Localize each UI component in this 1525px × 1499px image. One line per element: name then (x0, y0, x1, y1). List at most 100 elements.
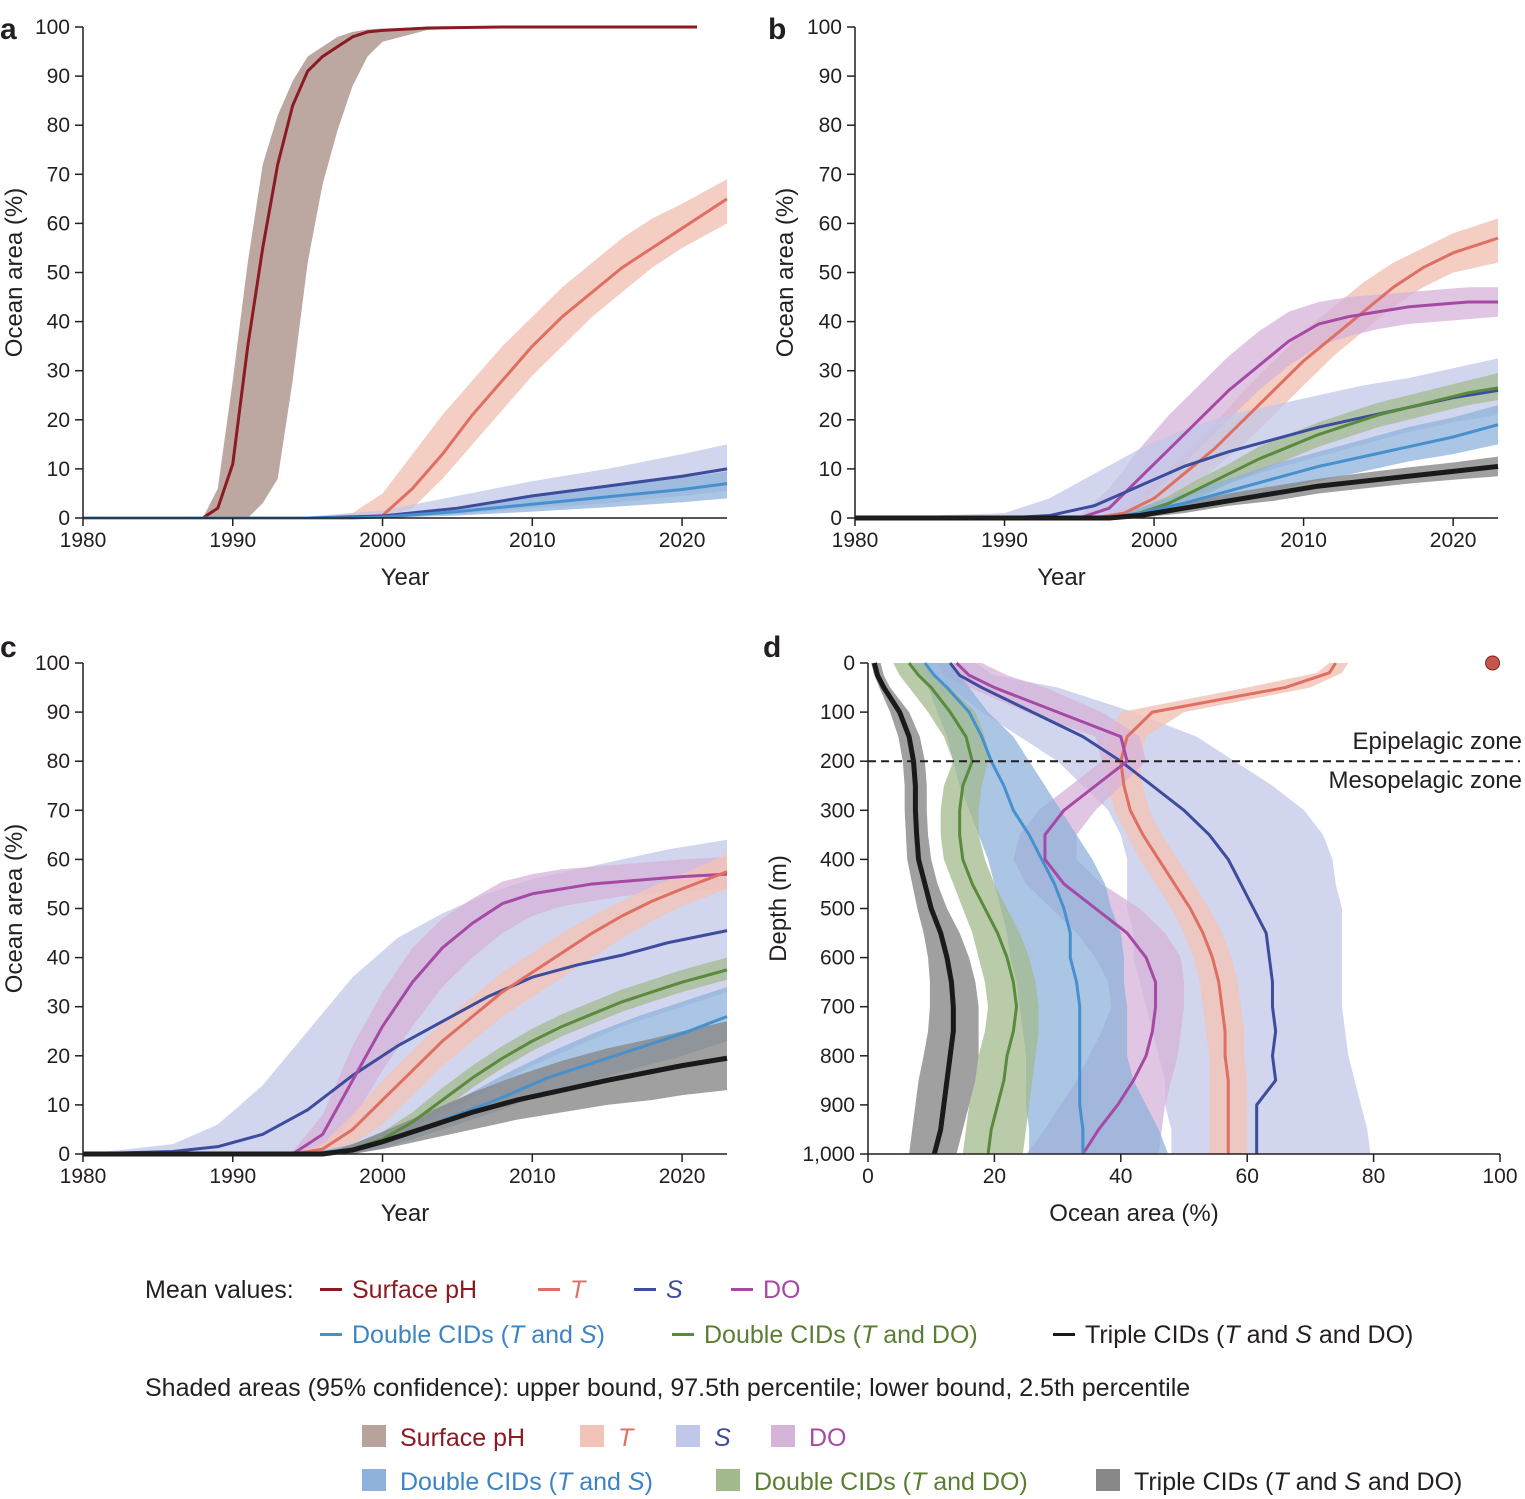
y-tick-label: 0 (843, 652, 855, 675)
band-DO (83, 856, 727, 1154)
mean-line-ph (83, 25, 698, 520)
legend-mean-item-S: S (634, 1276, 683, 1305)
legend-label-part: Triple CIDs ( (1134, 1468, 1274, 1496)
mean-line-TSDO (83, 1055, 728, 1157)
legend-mean-item-TS: Double CIDs (T and S) (320, 1321, 605, 1350)
mesopelagic-zone-label: Mesopelagic zone (1329, 767, 1522, 794)
legend-label-part: S (714, 1424, 731, 1452)
mean-line-T (83, 870, 728, 1156)
band-S (855, 358, 1498, 518)
legend-shade-item-DO: DO (771, 1424, 847, 1453)
legend-label-part: Triple CIDs ( (1085, 1321, 1225, 1349)
legend-shade-title: Shaded areas (95% confidence): upper bou… (145, 1374, 1191, 1402)
legend-band-swatch (362, 1425, 386, 1448)
y-axis-label: Depth (m) (765, 855, 792, 962)
y-tick-label: 0 (830, 507, 842, 530)
y-tick-label: 400 (820, 848, 855, 871)
y-tick-label: 20 (47, 409, 70, 432)
y-tick-label: 40 (819, 311, 842, 334)
y-tick-label: 90 (819, 65, 842, 88)
legend-label-part: T (509, 1321, 525, 1349)
panel-b: b 0 10 20 30 40 50 60 70 80 90 100 1980 1990 2000 2010 2… (768, 13, 1499, 591)
epipelagic-zone-label: Epipelagic zone (1353, 728, 1522, 755)
x-tick-label: 2000 (1131, 529, 1178, 552)
y-tick-label: 20 (819, 409, 842, 432)
x-tick-label: 2020 (659, 1165, 706, 1188)
legend-mean-item-T: T (538, 1276, 585, 1305)
legend-line-swatch (538, 1287, 560, 1291)
y-axis-label: Ocean area (%) (1, 824, 28, 993)
x-tick-label: 2010 (1280, 529, 1327, 552)
y-tick-label: 300 (820, 799, 855, 822)
x-tick-label: 2000 (359, 1165, 406, 1188)
x-tick-label: 60 (1236, 1165, 1259, 1188)
legend-label-part: T (911, 1468, 927, 1496)
y-tick-label: 50 (47, 898, 70, 921)
mean-line-T (855, 236, 1499, 520)
mean-line-TSDO (855, 463, 1499, 521)
y-tick-label: 50 (819, 262, 842, 285)
legend-label-part: and (1288, 1468, 1345, 1496)
x-tick-label: 1980 (832, 529, 879, 552)
y-tick-label: 60 (47, 848, 70, 871)
x-axis-label: Year (381, 1200, 430, 1227)
mean-line-TDO (907, 662, 1019, 1155)
legend-label-part: T (618, 1424, 634, 1452)
band-S (924, 663, 1371, 1154)
legend-label-part: S (579, 1321, 597, 1349)
y-tick-label: 0 (58, 507, 70, 530)
y-tick-label: 10 (819, 458, 842, 481)
legend-shade-item-TS: Double CIDs (T and S) (362, 1468, 653, 1497)
panel-letter-b: b (768, 13, 786, 46)
legend-label-part: T (570, 1276, 586, 1304)
mean-line-DO (83, 872, 728, 1156)
legend-label-part: T (861, 1321, 877, 1349)
band-T (1105, 663, 1349, 1154)
y-axis-label: Ocean area (%) (772, 188, 799, 357)
y-tick-label: 60 (819, 212, 842, 235)
y-tick-label: 30 (819, 360, 842, 383)
legend-label-part: Surface pH (400, 1424, 526, 1452)
legend-label-part: ) (596, 1321, 605, 1349)
legend-mean-item-DO: DO (731, 1276, 801, 1305)
legend-label-part: T (557, 1468, 573, 1496)
band-T (83, 854, 727, 1154)
y-axis-label: Ocean area (%) (1, 188, 28, 357)
mean-line-T (1119, 662, 1337, 1154)
y-tick-label: 40 (47, 311, 70, 334)
band-TDO (83, 957, 727, 1154)
y-tick-label: 60 (47, 212, 70, 235)
y-tick-label: 100 (35, 16, 70, 39)
band-TS (855, 405, 1498, 518)
legend: Mean values: Shaded areas (95% confidenc… (0, 1270, 1525, 1499)
legend-label-part: Surface pH (352, 1276, 478, 1304)
legend-line-swatch (672, 1332, 694, 1336)
y-tick-label: 700 (820, 996, 855, 1019)
x-tick-label: 1990 (209, 1165, 256, 1188)
band-ph (83, 27, 698, 518)
legend-mean-item-TSDO: Triple CIDs (T and S and DO) (1053, 1321, 1413, 1350)
band-TS (83, 471, 727, 518)
x-tick-label: 2020 (659, 529, 706, 552)
panel-c: c 0 10 20 30 40 50 60 70 80 90 100 1980 1990 2000 2010 2… (0, 631, 728, 1227)
x-tick-label: 2010 (509, 529, 556, 552)
legend-label-part: Double CIDs ( (754, 1468, 911, 1496)
y-tick-label: 90 (47, 65, 70, 88)
y-tick-label: 100 (807, 16, 842, 39)
legend-label-part: and (1239, 1321, 1296, 1349)
x-axis-label: Ocean area (%) (1049, 1200, 1218, 1227)
legend-line-swatch (634, 1287, 656, 1291)
legend-label-part: S (1295, 1321, 1312, 1349)
legend-band-swatch (580, 1425, 604, 1448)
x-tick-label: 2010 (509, 1165, 556, 1188)
y-tick-label: 20 (47, 1045, 70, 1068)
y-tick-label: 30 (47, 360, 70, 383)
y-tick-label: 50 (47, 262, 70, 285)
x-tick-label: 1980 (60, 529, 107, 552)
y-tick-label: 100 (35, 652, 70, 675)
legend-label-part: and (524, 1321, 580, 1349)
mean-line-TSDO (871, 662, 956, 1155)
y-tick-label: 100 (820, 701, 855, 724)
y-tick-label: 40 (47, 947, 70, 970)
